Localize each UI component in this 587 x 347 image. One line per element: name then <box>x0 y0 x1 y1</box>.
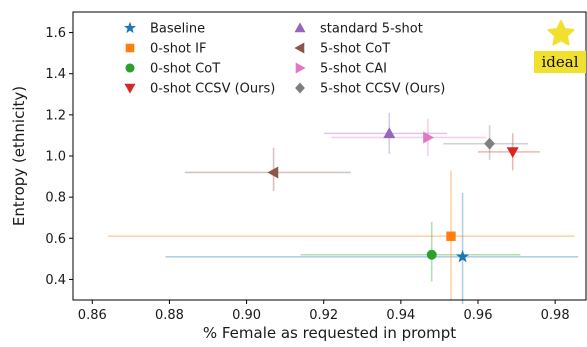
legend-marker <box>123 21 137 34</box>
y-tick-label: 1.2 <box>45 108 66 123</box>
y-tick-label: 0.6 <box>45 232 66 247</box>
legend-marker <box>125 63 135 73</box>
data-point <box>484 137 495 150</box>
x-tick-label: 0.90 <box>232 308 261 323</box>
legend-marker <box>294 42 305 54</box>
legend-item: 0-shot IF <box>125 42 206 57</box>
y-tick-label: 1.4 <box>45 67 66 82</box>
y-tick-label: 1.6 <box>45 26 66 41</box>
legend-label: 5-shot CAI <box>320 62 387 77</box>
x-tick-label: 0.96 <box>464 308 493 323</box>
legend: Baseline 0-shot IF 0-shot CoT 0-shot CCSV (… <box>123 21 445 97</box>
legend-label: 0-shot CoT <box>150 62 220 77</box>
error-bars <box>107 112 579 305</box>
data-point <box>426 249 437 260</box>
x-axis-ticks: 0.86 0.88 0.90 0.92 0.94 0.96 0.98 <box>78 300 570 323</box>
legend-marker <box>124 83 136 94</box>
ideal-label: ideal <box>541 53 578 71</box>
legend-marker <box>295 82 305 94</box>
y-tick-label: 0.4 <box>45 273 66 288</box>
x-tick-label: 0.94 <box>386 308 415 323</box>
data-point <box>383 127 396 139</box>
legend-label: 0-shot IF <box>150 42 206 57</box>
data-point <box>455 249 470 263</box>
y-axis-ticks: 0.4 0.6 0.8 1.0 1.2 1.4 1.6 <box>45 26 73 288</box>
ideal-label-box <box>534 51 586 73</box>
x-axis-label: % Female as requested in prompt <box>203 324 456 342</box>
legend-label: standard 5-shot <box>320 22 423 37</box>
data-point <box>267 166 279 179</box>
legend-marker <box>294 22 306 33</box>
legend-item: 0-shot CoT <box>125 62 220 77</box>
x-tick-label: 0.92 <box>309 308 338 323</box>
data-point <box>446 231 456 241</box>
ideal-annotation: ideal <box>534 20 586 73</box>
x-tick-label: 0.98 <box>541 308 570 323</box>
data-point <box>423 131 434 144</box>
data-point <box>506 147 519 159</box>
legend-marker <box>125 43 135 53</box>
legend-item: 5-shot CoT <box>294 42 390 57</box>
data-points <box>267 127 519 263</box>
legend-item: 5-shot CAI <box>295 62 387 77</box>
y-axis-label: Entropy (ethnicity) <box>10 86 28 226</box>
legend-item: 0-shot CCSV (Ours) <box>124 82 275 97</box>
y-tick-label: 0.8 <box>45 191 66 206</box>
legend-label: 5-shot CoT <box>320 42 390 57</box>
legend-item: standard 5-shot <box>294 22 423 37</box>
legend-label: 5-shot CCSV (Ours) <box>320 82 445 97</box>
legend-item: 5-shot CCSV (Ours) <box>295 82 445 97</box>
legend-label: Baseline <box>150 22 205 37</box>
star-icon <box>547 20 575 46</box>
x-tick-label: 0.88 <box>155 308 184 323</box>
legend-item: Baseline <box>123 21 205 37</box>
x-tick-label: 0.86 <box>78 308 107 323</box>
legend-label: 0-shot CCSV (Ours) <box>150 82 275 97</box>
y-tick-label: 1.0 <box>45 150 66 165</box>
legend-marker <box>295 62 306 74</box>
